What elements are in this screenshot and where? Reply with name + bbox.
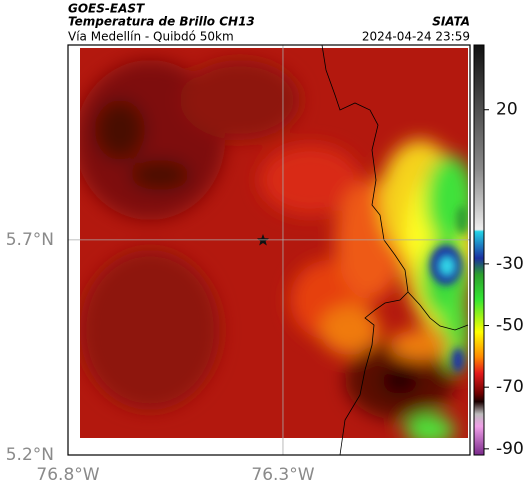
colorbar-tick-label: -70 [496, 377, 524, 397]
y-tick-label: 5.2°N [6, 445, 54, 465]
subtitle: Temperatura de Brillo CH13 [68, 15, 255, 29]
colorbar-tick-label: -50 [496, 316, 524, 336]
colorbar-tick-label: 20 [496, 100, 518, 120]
region: Vía Medellín - Quibdó 50km [68, 30, 234, 44]
colorbar [473, 44, 485, 456]
colorbar-tick-label: -90 [496, 439, 524, 459]
source: SIATA [432, 15, 470, 29]
y-tick-label: 5.7°N [6, 230, 54, 250]
x-tick-label: 76.3°W [251, 465, 314, 485]
colorbar-tick-label: -30 [496, 254, 524, 274]
datetime: 2024-04-24 23:59 [362, 30, 470, 44]
brightness-field [80, 48, 468, 438]
x-tick-label: 76.8°W [36, 465, 99, 485]
title: GOES-EAST [68, 2, 145, 16]
map-frame [67, 44, 471, 456]
boundaries [321, 44, 469, 456]
